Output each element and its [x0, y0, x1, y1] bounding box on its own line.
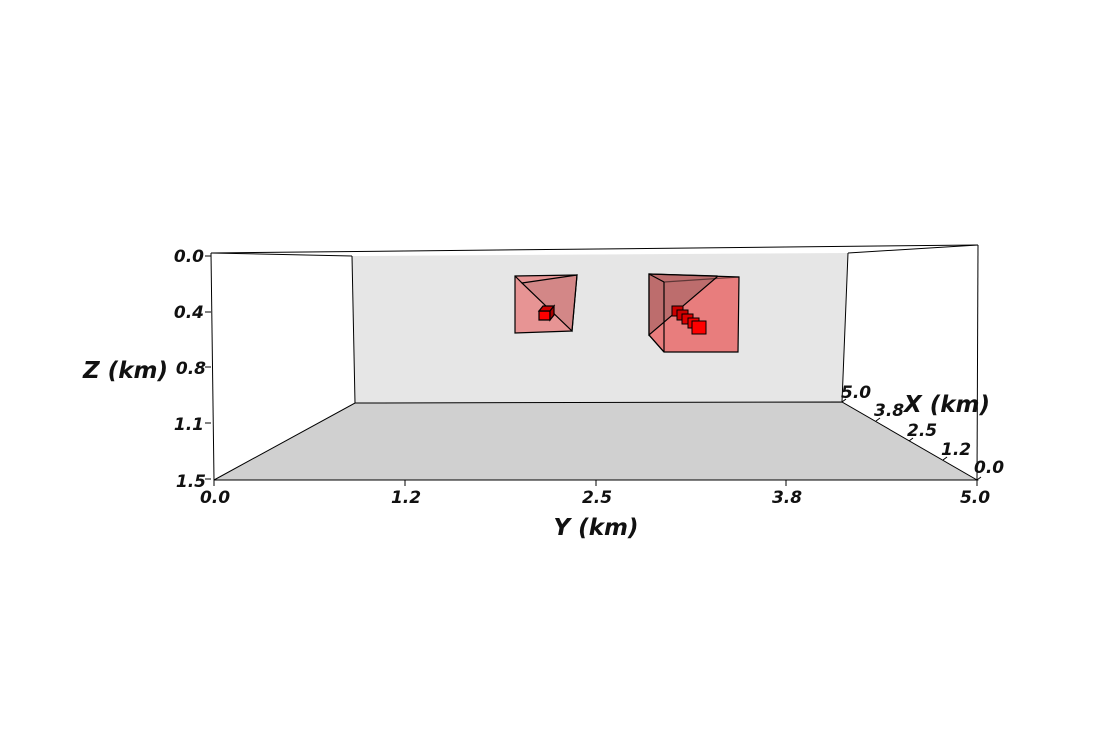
- floor-plane: [213, 401, 979, 481]
- y-axis-title: Y (km): [554, 515, 639, 541]
- y-tick-label: 0.0: [200, 488, 230, 508]
- y-tick-label: 1.2: [391, 488, 421, 508]
- x-axis-title: X (km): [902, 392, 990, 418]
- y-axis: 0.0 1.2 2.5 3.8 5.0 Y (km): [200, 480, 990, 541]
- x-axis: 5.0 3.8 2.5 1.2 0.0 X (km): [841, 383, 1004, 481]
- z-tick-label: 0.0: [174, 247, 204, 267]
- anomaly-box-left: [514, 274, 578, 334]
- anomaly-box-right: [648, 273, 740, 353]
- y-tick-label: 3.8: [772, 488, 802, 508]
- source-marker-left: [537, 304, 556, 322]
- y-tick-label: 2.5: [582, 488, 612, 508]
- x-tick-label: 2.5: [907, 421, 937, 441]
- z-tick-label: 0.8: [176, 359, 206, 379]
- bounding-box-edges: [210, 244, 979, 481]
- back-wall: [352, 253, 848, 403]
- x-tick-label: 1.2: [941, 440, 971, 460]
- y-tick-label: 5.0: [960, 488, 990, 508]
- x-tick-label: 0.0: [974, 458, 1004, 478]
- z-tick-label: 1.1: [174, 415, 204, 435]
- z-tick-label: 1.5: [176, 472, 206, 492]
- z-axis-title: Z (km): [82, 358, 168, 384]
- z-axis: 0.0 0.4 0.8 1.1 1.5 Z (km): [82, 247, 211, 492]
- x-tick-label: 3.8: [874, 401, 904, 421]
- source-markers-right: [671, 305, 707, 335]
- z-tick-label: 0.4: [174, 303, 204, 323]
- x-tick-label: 5.0: [841, 383, 871, 403]
